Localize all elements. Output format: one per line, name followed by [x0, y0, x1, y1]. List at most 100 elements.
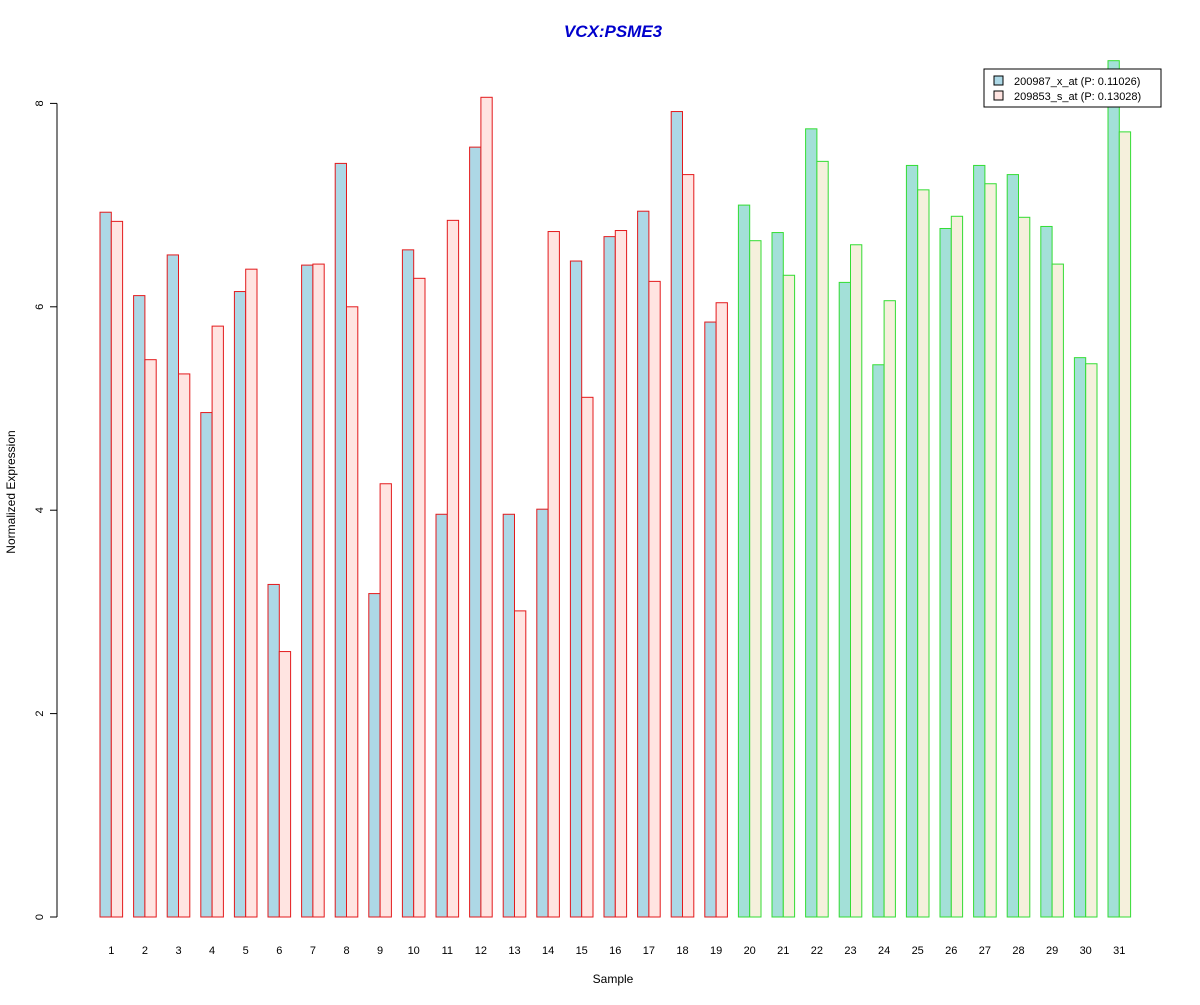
bar-series1-sample-14 [536, 508, 549, 918]
bar-series2-sample-22 [816, 160, 829, 918]
bar-series2-sample-17 [648, 280, 661, 918]
bar-series2-sample-19 [715, 302, 728, 918]
x-tick-label: 14 [542, 945, 554, 957]
legend-label: 200987_x_at (P: 0.11026) [1014, 76, 1140, 88]
bar-series1-sample-24 [872, 364, 885, 918]
x-tick-label: 20 [744, 945, 756, 957]
bar-series2-sample-28 [1018, 216, 1031, 918]
y-tick-label: 4 [34, 507, 46, 513]
bar-series2-sample-20 [749, 240, 762, 918]
x-tick-label: 13 [508, 945, 520, 957]
x-axis-label: Sample [593, 972, 634, 986]
bar-series1-sample-18 [670, 111, 684, 918]
x-tick-label: 9 [377, 945, 383, 957]
bar-series1-sample-4 [200, 412, 213, 918]
bar-series1-sample-31 [1107, 60, 1120, 918]
bar-series1-sample-25 [905, 164, 919, 918]
bar-series2-sample-21 [782, 274, 796, 918]
x-tick-label: 12 [475, 945, 487, 957]
bar-series1-sample-13 [502, 513, 516, 918]
legend-label: 209853_s_at (P: 0.13028) [1014, 91, 1141, 103]
bar-series2-sample-1 [110, 220, 124, 918]
bar-series1-sample-27 [973, 164, 986, 918]
x-tick-label: 11 [442, 945, 453, 957]
y-tick-label: 2 [34, 711, 46, 717]
bar-series2-sample-12 [480, 96, 493, 918]
bar-series2-sample-27 [984, 183, 997, 918]
x-tick-label: 5 [243, 945, 249, 957]
bar-series2-sample-3 [178, 373, 191, 918]
bar-series1-sample-9 [368, 593, 381, 918]
bar-series1-sample-6 [267, 583, 280, 918]
bar-series1-sample-21 [771, 232, 784, 918]
bar-series2-sample-13 [514, 610, 527, 918]
x-tick-label: 27 [979, 945, 991, 957]
x-tick-label: 25 [912, 945, 924, 957]
x-tick-label: 1 [108, 945, 114, 957]
x-tick-label: 3 [175, 945, 181, 957]
x-tick-label: 4 [209, 945, 215, 957]
bar-series1-sample-28 [1006, 174, 1020, 918]
bar-series1-sample-30 [1073, 357, 1087, 918]
bar-series1-sample-2 [133, 295, 146, 918]
bar-series2-sample-9 [379, 483, 392, 918]
bar-series2-sample-15 [581, 396, 594, 918]
legend-swatch [993, 75, 1004, 86]
y-tick-label: 8 [34, 100, 46, 106]
bar-series2-sample-8 [346, 306, 359, 918]
x-tick-label: 17 [643, 945, 655, 957]
x-tick-label: 21 [777, 945, 789, 957]
bar-series1-sample-7 [301, 264, 314, 918]
legend-swatch [993, 90, 1004, 101]
x-tick-label: 6 [276, 945, 282, 957]
x-tick-label: 28 [1012, 945, 1024, 957]
x-tick-label: 30 [1080, 945, 1092, 957]
bar-series2-sample-24 [883, 300, 896, 918]
x-tick-label: 23 [844, 945, 856, 957]
y-tick-label: 6 [34, 304, 46, 310]
y-axis: 0 2 4 6 8 [34, 100, 58, 920]
y-axis-label: Normalized Expression [4, 430, 18, 553]
bar-series2-sample-25 [917, 189, 930, 918]
bar-series1-sample-15 [569, 260, 583, 918]
bar-series1-sample-5 [233, 291, 247, 918]
x-tick-label: 24 [878, 945, 890, 957]
x-tick-label: 19 [710, 945, 722, 957]
bar-series2-sample-16 [614, 230, 628, 918]
x-tick-label: 10 [408, 945, 420, 957]
bar-series2-sample-26 [950, 215, 964, 918]
bar-series1-sample-17 [637, 210, 650, 918]
x-tick-labels: 1 2 3 4 5 6 7 8 9 10 11 12 13 14 15 16 17 18 19 20 21 22 23 24 2… [108, 945, 1125, 957]
legend-box [983, 68, 1162, 108]
x-tick-label: 8 [343, 945, 349, 957]
bar-series2-sample-4 [211, 325, 224, 918]
bar-series2-sample-2 [144, 359, 157, 918]
bar-series2-sample-6 [278, 651, 292, 918]
bars-layer [99, 60, 1132, 918]
bar-series1-sample-22 [805, 128, 818, 918]
bar-series1-sample-12 [469, 146, 482, 918]
bar-series1-sample-19 [704, 321, 717, 918]
x-tick-label: 22 [811, 945, 823, 957]
x-tick-label: 15 [576, 945, 588, 957]
bar-series2-sample-29 [1051, 263, 1064, 918]
x-tick-label: 16 [609, 945, 621, 957]
x-tick-label: 7 [310, 945, 316, 957]
chart-title: VCX:PSME3 [564, 22, 663, 41]
y-tick-label: 0 [34, 914, 46, 920]
bar-series2-sample-30 [1085, 363, 1098, 918]
bar-series1-sample-26 [939, 227, 952, 918]
bar-series1-sample-29 [1040, 225, 1053, 918]
bar-series1-sample-3 [166, 254, 179, 918]
bar-series1-sample-20 [737, 204, 751, 918]
bar-series2-sample-31 [1118, 131, 1132, 918]
bar-series1-sample-10 [401, 249, 415, 918]
x-tick-label: 31 [1113, 945, 1125, 957]
bar-series1-sample-1 [99, 211, 112, 918]
bar-series2-sample-18 [682, 174, 695, 918]
bar-series2-sample-5 [245, 268, 258, 918]
bar-series2-sample-11 [446, 219, 460, 918]
bar-series1-sample-23 [838, 281, 852, 918]
legend: 200987_x_at (P: 0.11026) 209853_s_at (P: … [983, 68, 1162, 108]
